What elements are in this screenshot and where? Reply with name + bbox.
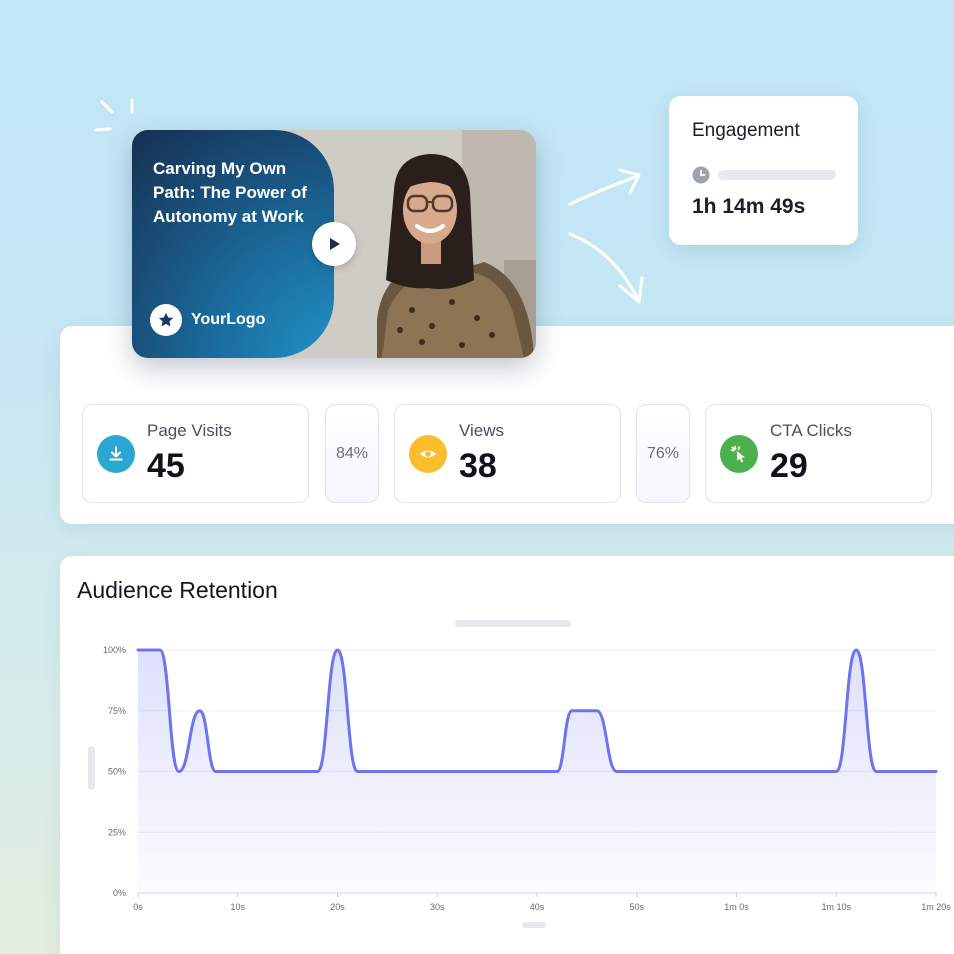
x-tick-label: 0s	[133, 902, 143, 912]
brand-logo: YourLogo	[150, 304, 265, 336]
engagement-title: Engagement	[692, 120, 800, 141]
video-thumbnail-card[interactable]: Carving My Own Path: The Power of Autono…	[132, 130, 536, 358]
x-tick-label: 50s	[629, 902, 644, 912]
x-tick-label: 30s	[430, 902, 445, 912]
download-icon	[97, 435, 135, 473]
views-to-clicks-conversion: 76%	[636, 404, 690, 503]
funnel-stats-panel: Page Visits 45 84% Views 38 76% CTA Clic…	[60, 326, 954, 524]
engagement-card: Engagement 1h 14m 49s	[669, 96, 858, 245]
arrows-decoration	[568, 168, 644, 304]
x-tick-label: 20s	[330, 902, 345, 912]
cta-clicks-value: 29	[770, 447, 808, 485]
y-tick-label: 25%	[108, 827, 126, 837]
eye-icon	[409, 435, 447, 473]
sparkle-decoration	[94, 98, 134, 132]
clock-icon	[692, 166, 710, 184]
audience-retention-panel: Audience Retention 0% 25% 50% 75% 100% 0s 10s…	[60, 556, 954, 954]
page-visits-card[interactable]: Page Visits 45	[82, 404, 309, 503]
engagement-total-time: 1h 14m 49s	[692, 195, 806, 218]
chart-scroll-handle-bottom[interactable]	[522, 922, 546, 928]
page-visits-value: 45	[147, 447, 185, 485]
x-tick-label: 1m 10s	[821, 902, 851, 912]
cta-clicks-card[interactable]: CTA Clicks 29	[705, 404, 932, 503]
page-visits-label: Page Visits	[147, 421, 232, 440]
engagement-placeholder-bar	[718, 170, 836, 180]
x-tick-label: 10s	[230, 902, 245, 912]
engagement-time-row	[692, 166, 836, 184]
x-tick-label: 40s	[530, 902, 545, 912]
logo-text: YourLogo	[191, 311, 266, 328]
video-title: Carving My Own Path: The Power of Autono…	[153, 159, 307, 226]
views-label: Views	[459, 421, 505, 440]
visits-to-views-conversion: 84%	[325, 404, 379, 503]
retention-line	[136, 648, 938, 773]
y-tick-label: 100%	[103, 645, 126, 655]
cursor-click-icon	[720, 435, 758, 473]
x-tick-label: 1m 0s	[724, 902, 749, 912]
views-value: 38	[459, 447, 497, 485]
play-icon	[330, 238, 340, 250]
cta-clicks-label: CTA Clicks	[770, 421, 852, 440]
views-card[interactable]: Views 38	[394, 404, 621, 503]
retention-chart: 0% 25% 50% 75% 100% 0s 10s 20s 30s 40s 50s 1m 0s 1m…	[103, 645, 951, 912]
star-icon	[150, 304, 182, 336]
video-title-panel: Carving My Own Path: The Power of Autono…	[132, 130, 334, 358]
play-button[interactable]	[312, 222, 356, 266]
x-tick-label: 1m 20s	[921, 902, 951, 912]
y-tick-label: 75%	[108, 706, 126, 716]
retention-title: Audience Retention	[77, 577, 278, 603]
y-tick-label: 50%	[108, 767, 126, 777]
y-tick-label: 0%	[113, 888, 126, 898]
chart-scroll-handle-left[interactable]	[88, 746, 95, 790]
chart-scroll-handle-top[interactable]	[455, 620, 571, 627]
